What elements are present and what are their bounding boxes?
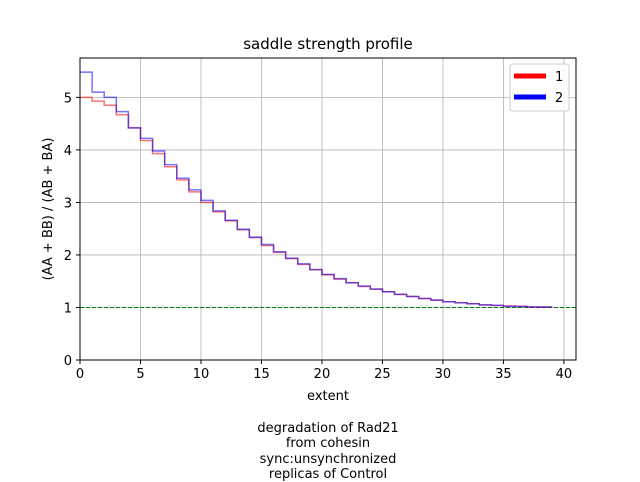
x-tick-label: 35 <box>495 367 512 382</box>
chart-title: saddle strength profile <box>243 35 413 53</box>
y-axis-ticks: 0 1 2 3 4 5 <box>64 91 80 369</box>
y-tick-label: 1 <box>64 301 72 316</box>
plot-frame <box>79 57 577 361</box>
caption-line: sync:unsynchronized <box>259 452 397 467</box>
y-tick-label: 5 <box>64 91 72 106</box>
x-tick-label: 30 <box>435 367 452 382</box>
series-line-2 <box>80 71 553 308</box>
x-axis-label: extent <box>307 389 349 404</box>
legend: 12 <box>509 63 570 112</box>
x-tick-label: 5 <box>136 367 144 382</box>
y-tick-label: 3 <box>64 196 72 211</box>
y-tick-label: 0 <box>64 354 72 369</box>
x-tick-label: 10 <box>193 367 210 382</box>
y-axis-label: (AA + BB) / (AB + BA) <box>41 138 56 281</box>
caption-line: degradation of Rad21 <box>257 421 399 436</box>
series-group <box>80 71 553 308</box>
legend-label: 1 <box>555 70 563 85</box>
x-tick-label: 15 <box>253 367 270 382</box>
y-tick-label: 4 <box>64 144 72 159</box>
x-axis-ticks: 0 5 10 15 20 25 30 35 40 <box>76 360 572 382</box>
x-tick-label: 20 <box>314 367 331 382</box>
x-tick-label: 0 <box>76 367 84 382</box>
x-tick-label: 40 <box>556 367 573 382</box>
caption-line: replicas of Control <box>268 467 388 482</box>
legend-label: 2 <box>555 91 563 106</box>
caption-line: from cohesin <box>285 436 371 451</box>
plot-area <box>80 58 576 360</box>
x-tick-label: 25 <box>374 367 391 382</box>
y-tick-label: 2 <box>64 249 72 264</box>
